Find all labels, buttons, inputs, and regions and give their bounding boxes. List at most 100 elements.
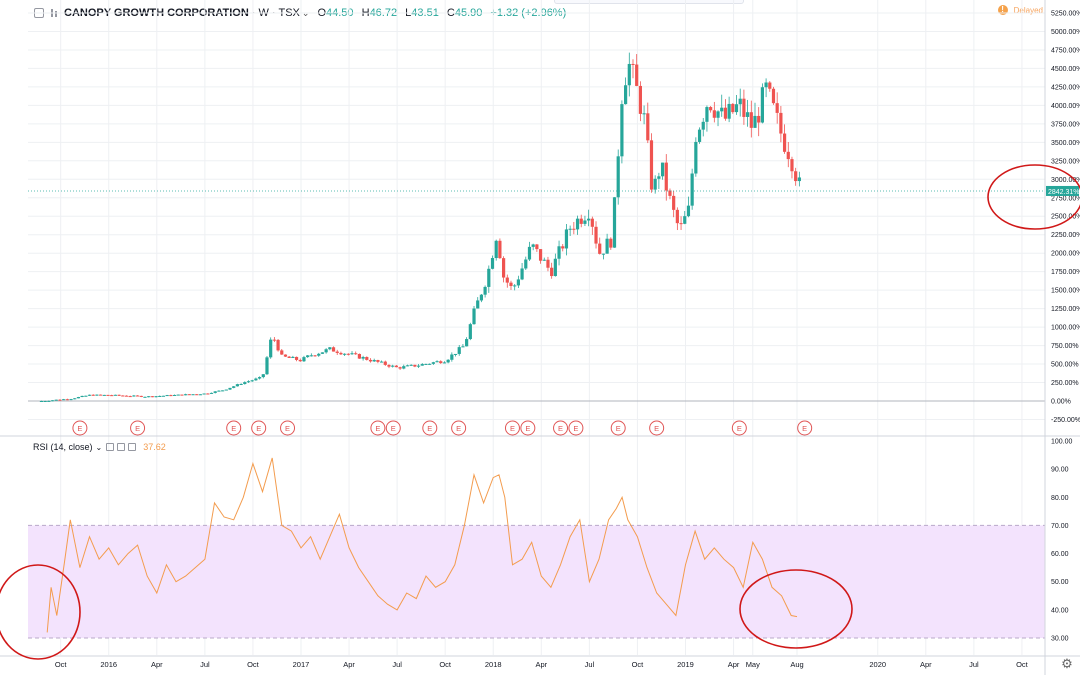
earnings-marker-label: E — [256, 424, 261, 433]
candle-body — [431, 362, 435, 364]
y-tick-label: 1500.00% — [1051, 288, 1080, 295]
candle-body — [720, 107, 724, 112]
gear-icon[interactable]: ⚙ — [1061, 656, 1073, 671]
candle-body — [775, 103, 779, 113]
earnings-marker-label: E — [654, 424, 659, 433]
candle-body — [705, 107, 709, 122]
settings-icon[interactable] — [117, 443, 126, 451]
candle-body — [424, 363, 428, 365]
candle-body — [653, 178, 657, 190]
candle-body — [794, 171, 798, 182]
candle-body — [124, 395, 129, 397]
x-tick-label: 2019 — [677, 660, 694, 669]
candle-body — [668, 190, 672, 196]
x-tick-label: Oct — [632, 660, 645, 669]
candle-body — [361, 357, 365, 359]
top-toolbar-handle[interactable] — [554, 0, 744, 4]
candle-body — [612, 197, 617, 248]
earnings-marker — [280, 420, 296, 436]
candle-body — [331, 347, 336, 352]
candle-body — [309, 355, 313, 357]
y-tick-label: 2500.00% — [1051, 214, 1080, 221]
earnings-marker — [385, 420, 401, 436]
last-price-label: 2842.31% — [1048, 189, 1080, 196]
delayed-badge[interactable]: ! Delayed — [997, 5, 1043, 15]
candle-body — [287, 356, 291, 358]
candle-body — [128, 396, 132, 398]
candle-body — [398, 367, 402, 369]
candle-body — [749, 112, 753, 128]
candle-body — [195, 394, 199, 396]
earnings-marker-label: E — [802, 424, 807, 433]
x-tick-label: Aug — [790, 660, 803, 669]
x-tick-label: Apr — [151, 660, 163, 669]
candle-body — [605, 238, 609, 254]
x-tick-label: 2017 — [293, 660, 310, 669]
candle-body — [254, 378, 258, 381]
candle-body — [402, 366, 406, 369]
candle-body — [453, 353, 458, 355]
x-tick-label: 2018 — [485, 660, 502, 669]
earnings-marker — [797, 420, 813, 436]
candle-body — [428, 363, 432, 365]
candle-body — [509, 282, 513, 287]
candle-body — [487, 268, 491, 287]
y-tick-label: 0.00% — [1051, 399, 1071, 406]
earnings-marker-label: E — [616, 424, 621, 433]
candle-body — [553, 258, 557, 277]
candle-body — [365, 357, 369, 360]
candle-body — [235, 384, 240, 387]
earnings-marker-label: E — [375, 424, 380, 433]
candle-body — [110, 395, 114, 397]
candle-body — [609, 238, 613, 248]
candle-body — [461, 346, 465, 348]
candle-body — [501, 258, 506, 278]
y-tick-label: 1250.00% — [1051, 306, 1080, 313]
rsi-name[interactable]: RSI (14, close) — [33, 442, 93, 452]
y-tick-label: 3250.00% — [1051, 158, 1080, 165]
earnings-marker — [422, 420, 438, 436]
annotation-circle — [739, 569, 853, 649]
eye-icon[interactable] — [106, 443, 115, 451]
candle-body — [590, 218, 594, 227]
candle-body — [742, 98, 746, 117]
x-tick-label: Oct — [247, 660, 260, 669]
candle-body — [697, 129, 702, 142]
candle-body — [269, 339, 273, 358]
close-icon[interactable] — [128, 443, 137, 451]
earnings-marker-label: E — [558, 424, 563, 433]
candle-body — [39, 401, 44, 402]
candle-body — [409, 364, 413, 366]
candle-body — [686, 205, 691, 217]
candle-body — [734, 104, 739, 113]
candle-body — [683, 216, 687, 224]
candle-body — [343, 353, 347, 355]
candle-body — [524, 259, 528, 269]
candle-body — [250, 380, 254, 382]
candle-body — [505, 277, 509, 283]
last-price-label-bg — [1046, 185, 1079, 196]
candle-body — [513, 285, 517, 287]
candle-body — [642, 113, 646, 115]
earnings-marker — [451, 420, 467, 436]
candle-body — [143, 396, 147, 398]
rsi-tick-label: 100.00 — [1051, 439, 1073, 446]
chevron-down-icon[interactable]: ⌄ — [95, 442, 103, 452]
annotation-circle — [987, 164, 1080, 230]
rsi-value: 37.62 — [143, 442, 166, 452]
candle-body — [243, 382, 247, 385]
candle-body — [679, 223, 683, 225]
candle-body — [372, 360, 376, 362]
candle-body — [516, 279, 520, 286]
candle-body — [47, 400, 51, 402]
candle-body — [479, 294, 484, 301]
rsi-tick-label: 50.00 — [1051, 579, 1069, 586]
candle-body — [113, 394, 117, 396]
candle-body — [531, 244, 535, 247]
candle-body — [106, 394, 110, 396]
rsi-tick-label: 80.00 — [1051, 495, 1069, 502]
candle-body — [239, 384, 243, 386]
earnings-marker — [370, 420, 386, 436]
y-tick-label: 1000.00% — [1051, 325, 1080, 332]
